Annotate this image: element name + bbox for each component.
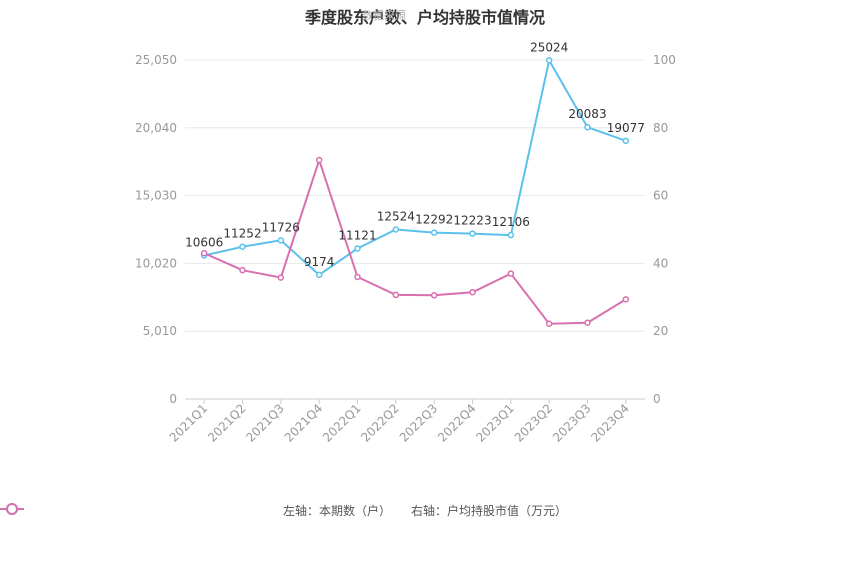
data-point-series-0 (622, 137, 630, 145)
legend: 左轴：本期数（户） 右轴：户均持股市值（万元） (0, 502, 850, 519)
data-label: 11726 (262, 220, 300, 234)
legend-marker-series-1 (0, 503, 24, 515)
x-axis-tick-label: 2021Q3 (243, 401, 287, 445)
right-axis-tick-label: 60 (653, 189, 668, 203)
data-point-series-1 (239, 266, 246, 274)
x-axis-tick-label: 2022Q3 (397, 401, 441, 445)
x-axis-tick-label: 2021Q1 (167, 401, 211, 445)
data-point-series-0 (315, 271, 323, 279)
data-point-series-1 (430, 292, 438, 299)
data-label: 11252 (223, 227, 261, 241)
data-label: 25024 (530, 40, 568, 54)
x-axis-tick-label: 2023Q4 (588, 401, 632, 445)
data-point-series-1 (315, 156, 323, 164)
left-axis-tick-label: 5,010 (143, 324, 177, 338)
left-axis-tick-label: 10,020 (135, 256, 177, 270)
data-point-series-1 (545, 320, 553, 327)
data-label: 12106 (492, 215, 530, 229)
data-label: 12223 (453, 214, 491, 228)
left-axis-tick-label: 25,050 (135, 53, 177, 67)
data-label: 12292 (415, 213, 453, 227)
chart-title: 季度股东户数、户均持股市值情况 (304, 8, 545, 27)
data-point-series-0 (354, 245, 361, 252)
right-axis-tick-label: 0 (653, 392, 661, 406)
data-point-series-0 (469, 230, 476, 237)
right-axis-tick-label: 80 (653, 121, 668, 135)
data-point-series-0 (392, 226, 400, 233)
data-point-series-1 (354, 273, 361, 281)
watermark: 数据来源 (362, 9, 406, 22)
data-point-series-0 (507, 231, 515, 239)
data-point-series-1 (469, 288, 476, 296)
data-label: 19077 (607, 121, 645, 135)
data-point-series-1 (392, 291, 400, 299)
legend-item-series-0[interactable]: 左轴：本期数（户） (0, 502, 391, 519)
data-point-series-0 (584, 123, 591, 131)
x-axis-tick-label: 2021Q4 (282, 401, 326, 445)
data-point-series-0 (545, 57, 553, 64)
left-axis-tick-label: 0 (169, 392, 177, 406)
data-label: 12524 (377, 210, 415, 224)
right-axis-tick-label: 100 (653, 53, 676, 67)
data-point-series-0 (430, 229, 438, 236)
data-point-series-1 (277, 274, 285, 281)
x-axis-tick-label: 2022Q4 (435, 401, 479, 445)
left-axis-tick-label: 20,040 (135, 121, 177, 135)
series-line-0 (203, 57, 627, 277)
x-axis-tick-label: 2022Q1 (320, 401, 364, 445)
x-axis-tick-label: 2023Q1 (473, 401, 517, 445)
x-axis-tick-label: 2023Q3 (550, 401, 594, 445)
data-label: 11121 (338, 229, 376, 243)
x-axis-tick-label: 2023Q2 (512, 401, 556, 445)
legend-label-series-1: 右轴：户均持股市值（万元） (411, 504, 568, 518)
data-label: 20083 (568, 107, 606, 121)
data-label: 9174 (304, 255, 335, 269)
left-axis-tick-label: 15,030 (135, 189, 177, 203)
data-point-series-1 (622, 296, 630, 303)
data-point-series-1 (507, 270, 515, 277)
data-point-series-0 (239, 243, 246, 250)
data-point-series-1 (584, 319, 591, 326)
data-label: 10606 (185, 235, 223, 249)
legend-label-series-0: 左轴：本期数（户） (282, 504, 391, 518)
x-axis-tick-label: 2021Q2 (205, 401, 249, 445)
right-axis-tick-label: 20 (653, 324, 668, 338)
data-point-series-0 (277, 237, 285, 244)
legend-item-series-1[interactable]: 右轴：户均持股市值（万元） (0, 502, 568, 519)
right-axis-tick-label: 40 (653, 256, 668, 270)
x-axis-tick-label: 2022Q2 (358, 401, 402, 445)
data-point-series-1 (200, 249, 208, 257)
series-line-1 (203, 156, 627, 325)
